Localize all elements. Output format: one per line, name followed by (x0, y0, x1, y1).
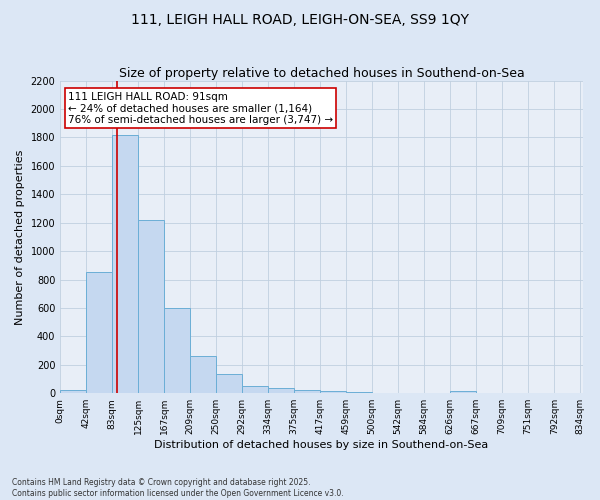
Text: 111, LEIGH HALL ROAD, LEIGH-ON-SEA, SS9 1QY: 111, LEIGH HALL ROAD, LEIGH-ON-SEA, SS9 … (131, 12, 469, 26)
Bar (164, 308, 190, 393)
Bar (60, 390, 86, 393)
Bar (268, 388, 294, 393)
Bar (320, 391, 346, 393)
Text: 111 LEIGH HALL ROAD: 91sqm
← 24% of detached houses are smaller (1,164)
76% of s: 111 LEIGH HALL ROAD: 91sqm ← 24% of deta… (68, 92, 333, 125)
Y-axis label: Number of detached properties: Number of detached properties (15, 149, 25, 324)
Bar (294, 390, 320, 393)
Bar (346, 392, 372, 393)
Bar (216, 374, 242, 393)
Bar (86, 272, 112, 393)
Bar (242, 386, 268, 393)
Title: Size of property relative to detached houses in Southend-on-Sea: Size of property relative to detached ho… (119, 66, 524, 80)
Bar (190, 356, 216, 393)
Bar (450, 391, 476, 393)
Text: Contains HM Land Registry data © Crown copyright and database right 2025.
Contai: Contains HM Land Registry data © Crown c… (12, 478, 344, 498)
X-axis label: Distribution of detached houses by size in Southend-on-Sea: Distribution of detached houses by size … (154, 440, 488, 450)
Bar (112, 134, 138, 393)
Bar (138, 220, 164, 393)
